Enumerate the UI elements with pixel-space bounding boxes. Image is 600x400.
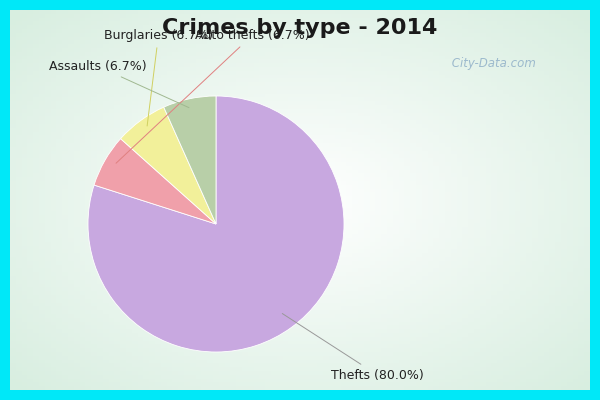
Wedge shape <box>121 107 216 224</box>
Text: Assaults (6.7%): Assaults (6.7%) <box>49 60 189 108</box>
Wedge shape <box>94 139 216 224</box>
Text: City-Data.com: City-Data.com <box>448 58 536 70</box>
Text: Thefts (80.0%): Thefts (80.0%) <box>282 314 424 382</box>
Text: Burglaries (6.7%): Burglaries (6.7%) <box>104 29 213 126</box>
Text: Auto thefts (6.7%): Auto thefts (6.7%) <box>116 29 309 163</box>
Wedge shape <box>164 96 216 224</box>
Text: Crimes by type - 2014: Crimes by type - 2014 <box>163 18 437 38</box>
Wedge shape <box>88 96 344 352</box>
